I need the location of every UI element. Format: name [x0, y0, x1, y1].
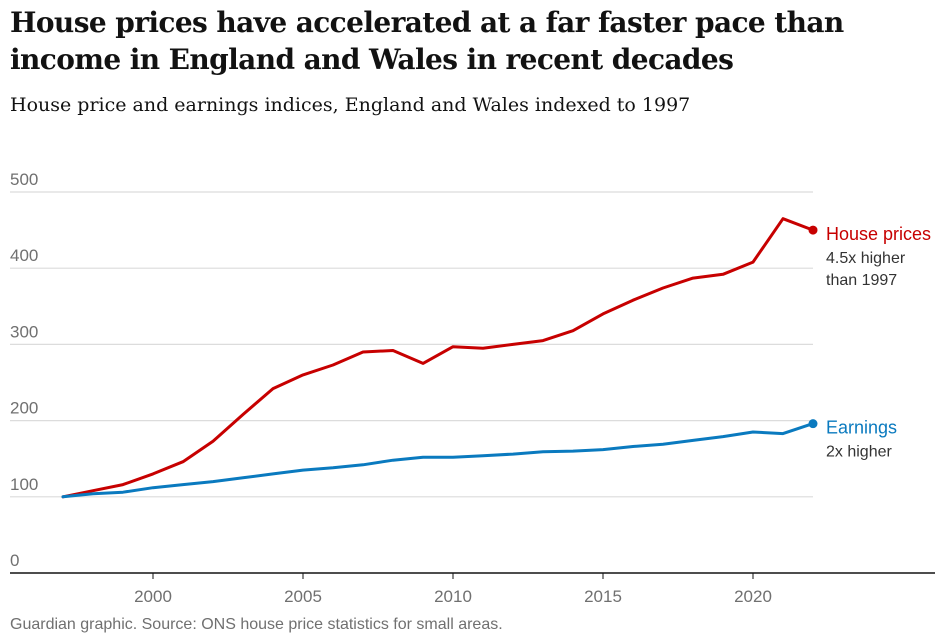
x-tick-label-2000: 2000: [134, 587, 172, 606]
chart-subtitle: House price and earnings indices, Englan…: [10, 94, 691, 116]
gridlines: [10, 191, 935, 574]
y-tick-label-0: 0: [10, 551, 19, 570]
y-axis-ticks: 0 100 200 300 400 500: [10, 170, 38, 570]
series-line-earnings: [61, 422, 815, 499]
series-note-house-prices-1: than 1997: [826, 272, 897, 289]
series-label-house-prices: House prices: [826, 224, 931, 244]
y-tick-label-500: 500: [10, 170, 38, 189]
series-note-earnings-0: 2x higher: [826, 444, 892, 461]
x-axis-ticks: 2000 2005 2010 2015 2020: [134, 573, 772, 606]
series-label-earnings: Earnings: [826, 418, 897, 438]
y-tick-label-300: 300: [10, 322, 38, 341]
series-note-house-prices-0: 4.5x higher: [826, 250, 906, 267]
x-tick-label-2020: 2020: [734, 587, 772, 606]
series-labels: House prices 4.5x higher than 1997 Earnings…: [826, 224, 931, 461]
y-tick-label-400: 400: [10, 246, 38, 265]
end-marker-house-prices: [808, 225, 818, 235]
end-marker-earnings: [808, 419, 818, 429]
chart-source: Guardian graphic. Source: ONS house pric…: [10, 616, 503, 633]
series-line-house-prices: [61, 217, 815, 499]
x-tick-label-2010: 2010: [434, 587, 472, 606]
y-tick-label-200: 200: [10, 399, 38, 418]
series-lines: [61, 217, 818, 499]
y-tick-label-100: 100: [10, 475, 38, 494]
x-tick-label-2015: 2015: [584, 587, 622, 606]
chart-title: House prices have accelerated at a far f…: [10, 6, 844, 76]
x-tick-label-2005: 2005: [284, 587, 322, 606]
